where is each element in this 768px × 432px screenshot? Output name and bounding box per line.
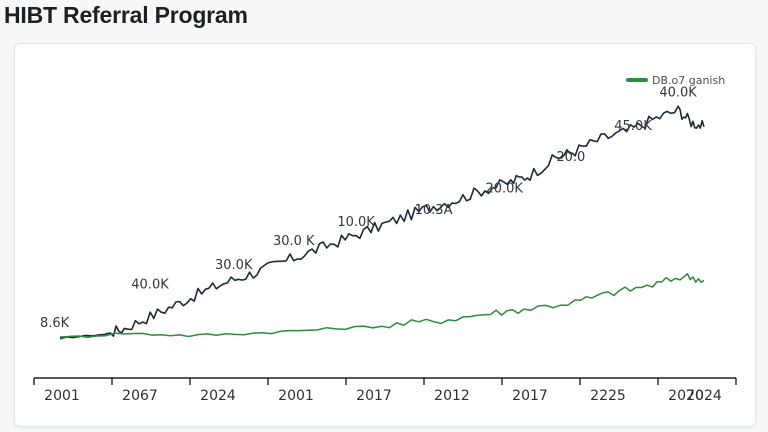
series-line-green xyxy=(59,272,705,340)
data-annotation: 10.0K xyxy=(337,215,375,230)
data-annotation: 20.0 xyxy=(556,150,585,165)
x-tick-label: 2024 xyxy=(200,388,236,404)
chart-card xyxy=(14,43,756,427)
data-annotation: 40.0K xyxy=(659,85,697,100)
data-annotation: 40.0K xyxy=(131,277,169,292)
x-tick-label: 2001 xyxy=(278,388,314,404)
x-tick-label: 2017 xyxy=(512,388,548,404)
data-annotation: 8.6K xyxy=(40,316,70,331)
x-tick-label: 2225 xyxy=(590,388,626,404)
series-line-dark xyxy=(59,105,705,339)
x-tick-label: 2067 xyxy=(122,388,158,404)
data-annotation: 10.3A xyxy=(415,203,453,218)
x-tick-label: 2070 xyxy=(668,388,704,404)
data-annotation: 45.0K xyxy=(614,119,652,134)
data-annotation: 30.0K xyxy=(215,258,253,273)
data-annotation: 30.0 K xyxy=(273,234,315,249)
legend-label: DB.o7 ganish xyxy=(652,74,725,87)
page-title: HIBT Referral Program xyxy=(4,2,248,28)
x-tick-label: 2001 xyxy=(44,388,80,404)
data-annotation: 20.0K xyxy=(485,181,523,196)
x-tick-label: 2012 xyxy=(434,388,470,404)
x-tick-label: 2024 xyxy=(686,388,722,404)
x-tick-label: 2017 xyxy=(356,388,392,404)
